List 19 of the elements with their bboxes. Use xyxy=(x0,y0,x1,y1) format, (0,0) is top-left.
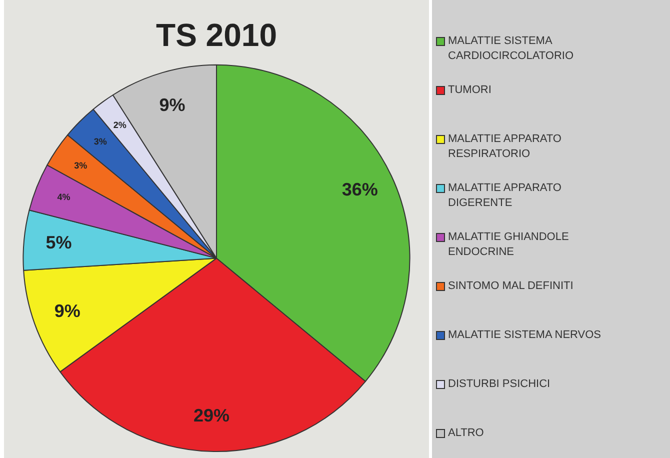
data-label: 9% xyxy=(54,300,80,321)
legend-label: DISTURBI PSICHICI xyxy=(448,377,550,392)
data-label: 9% xyxy=(159,94,186,115)
legend-label: MALATTIE APPARATO DIGERENTE xyxy=(448,181,562,211)
legend-label: MALATTIE SISTEMA NERVOS xyxy=(448,328,602,343)
data-label: 36% xyxy=(342,180,378,200)
text: TS 2010 xyxy=(156,17,277,54)
legend-label: SINTOMO MAL DEFINITI xyxy=(448,279,574,294)
data-label: 2% xyxy=(113,120,126,130)
legend-label: MALATTIE GHIANDOLE ENDOCRINE xyxy=(448,230,570,260)
data-label: 3% xyxy=(94,136,107,147)
data-label: 5% xyxy=(46,232,72,252)
legend-label: ALTRO xyxy=(448,426,484,441)
data-label: 29% xyxy=(194,406,230,426)
legend-label: MALATTIE SISTEMA CARDIOCIRCOLATORIO xyxy=(448,34,574,64)
data-label: 3% xyxy=(74,160,88,170)
legend-label: TUMORI xyxy=(448,83,492,98)
legend-label: MALATTIE APPARATO RESPIRATORIO xyxy=(448,132,562,162)
data-label: 4% xyxy=(57,192,70,202)
